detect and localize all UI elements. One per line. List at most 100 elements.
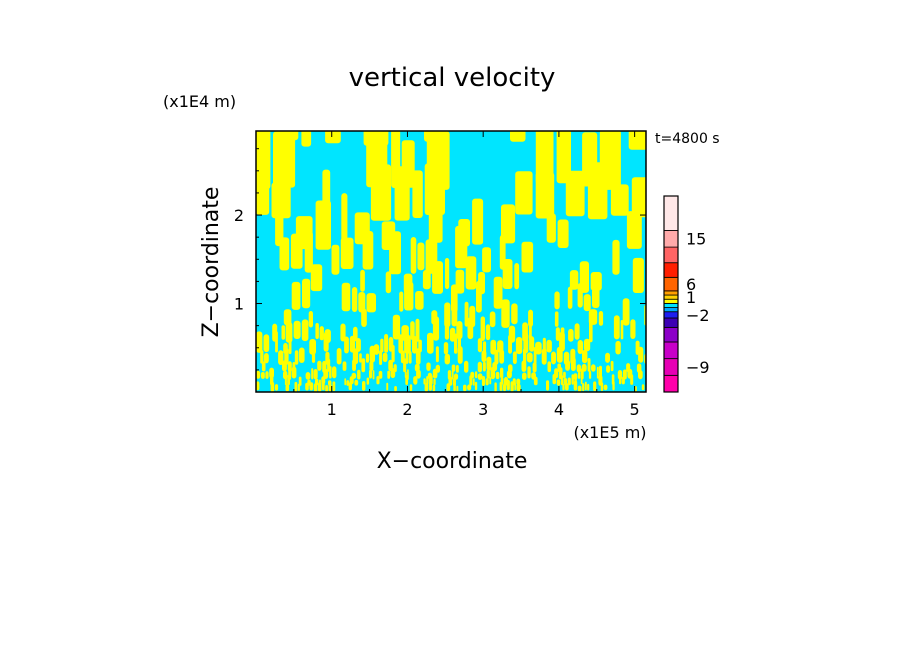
updraft-patch: [379, 350, 383, 365]
updraft-patch: [346, 380, 350, 386]
colorbar-swatch: [663, 195, 679, 231]
updraft-patch: [521, 241, 534, 273]
time-label: t=4800 s: [655, 131, 720, 147]
colorbar: −9 −216 15: [663, 195, 710, 393]
updraft-patch: [490, 339, 497, 355]
updraft-patch: [568, 328, 574, 342]
updraft-patch: [269, 367, 274, 379]
updraft-patch: [641, 384, 645, 391]
updraft-patch: [532, 362, 537, 373]
updraft-patch: [435, 346, 439, 363]
updraft-patch: [272, 323, 278, 342]
y-unit-label: (x1E4 m): [163, 92, 236, 111]
updraft-patch: [473, 378, 475, 386]
updraft-patch: [265, 371, 269, 379]
chart-title: vertical velocity: [349, 63, 556, 93]
x-tick-label: 3: [478, 400, 488, 419]
updraft-patch: [307, 379, 311, 386]
x-axis-label: X−coordinate: [377, 449, 528, 474]
updraft-patch: [287, 361, 292, 372]
updraft-patch: [344, 336, 349, 354]
updraft-patch: [417, 242, 425, 271]
updraft-patch: [631, 177, 646, 218]
updraft-patch: [341, 193, 348, 243]
x-axis: 1 2 3 4 5: [293, 131, 640, 419]
updraft-patch: [508, 364, 513, 373]
updraft-patch: [565, 383, 569, 391]
updraft-patch: [510, 131, 526, 142]
updraft-patch: [410, 237, 417, 274]
updraft-patch: [444, 353, 450, 365]
updraft-patch: [340, 323, 346, 342]
updraft-patch: [393, 364, 397, 373]
updraft-patch: [294, 350, 299, 365]
updraft-patch: [632, 257, 644, 293]
updraft-patch: [486, 369, 490, 379]
updraft-patch: [563, 371, 566, 379]
updraft-patch: [426, 362, 431, 371]
updraft-patch: [562, 383, 565, 391]
updraft-patch: [577, 340, 583, 354]
updraft-patch: [261, 361, 266, 372]
updraft-patch: [469, 305, 476, 328]
updraft-patch: [322, 169, 331, 216]
updraft-patch: [582, 132, 598, 187]
updraft-patch: [369, 361, 374, 372]
updraft-patch: [416, 369, 421, 379]
updraft-patch: [285, 322, 293, 343]
updraft-patch: [362, 381, 366, 391]
updraft-patch: [428, 383, 432, 391]
updraft-patch: [298, 376, 302, 386]
updraft-patch: [556, 379, 561, 386]
updraft-patch: [588, 370, 592, 379]
updraft-patch: [388, 359, 393, 372]
updraft-patch: [426, 131, 450, 190]
updraft-patch: [593, 381, 597, 392]
x-tick-label: 2: [402, 400, 412, 419]
updraft-patch: [480, 316, 485, 341]
updraft-patch: [271, 182, 291, 219]
updraft-patch: [463, 384, 467, 392]
y-axis: 12: [234, 148, 646, 371]
updraft-patch: [577, 385, 582, 392]
updraft-patch: [563, 351, 570, 365]
updraft-patch: [497, 340, 504, 353]
colorbar-swatch: [663, 230, 679, 248]
updraft-patch: [529, 336, 535, 352]
updraft-patch: [295, 216, 313, 249]
updraft-patch: [381, 221, 396, 250]
updraft-patch: [464, 301, 469, 327]
colorbar-label: −2: [686, 306, 710, 325]
updraft-patch: [315, 378, 319, 386]
updraft-patch: [494, 382, 497, 392]
updraft-patch: [556, 131, 571, 184]
updraft-patch: [499, 349, 505, 364]
updraft-patch: [571, 374, 574, 385]
updraft-patch: [612, 239, 620, 275]
colorbar-swatch: [663, 276, 679, 292]
updraft-patch: [305, 372, 311, 380]
updraft-patch: [291, 281, 301, 310]
updraft-patch: [400, 350, 405, 364]
updraft-patch: [495, 371, 500, 380]
updraft-patch: [555, 327, 560, 341]
updraft-patch: [613, 315, 620, 340]
updraft-patch: [283, 370, 288, 380]
updraft-patch: [322, 360, 327, 373]
updraft-patch: [504, 377, 508, 386]
updraft-patch: [414, 363, 420, 372]
updraft-patch: [582, 349, 588, 364]
updraft-patch: [352, 348, 359, 365]
updraft-patch: [465, 256, 477, 290]
colorbar-label: 15: [686, 230, 706, 249]
updraft-patch: [628, 131, 646, 150]
updraft-patch: [501, 204, 516, 244]
updraft-patch: [403, 273, 413, 294]
updraft-patch: [354, 379, 359, 386]
updraft-patch: [596, 366, 599, 379]
updraft-patch: [263, 353, 269, 364]
updraft-patch: [451, 370, 454, 380]
updraft-patch: [319, 379, 321, 386]
updraft-patch: [482, 247, 491, 273]
updraft-patch: [570, 348, 576, 365]
